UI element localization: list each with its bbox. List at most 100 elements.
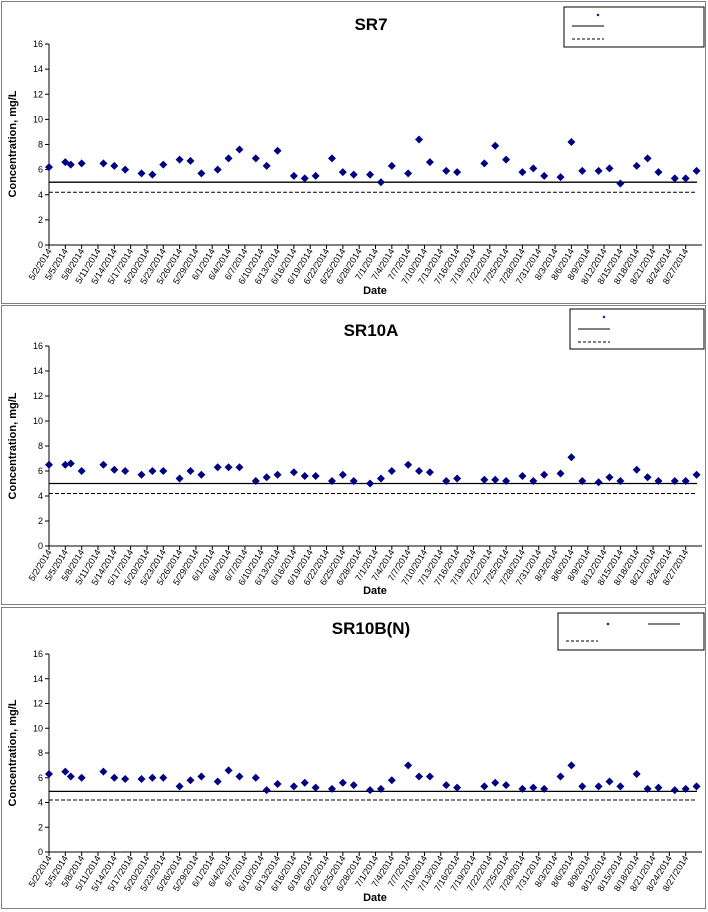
data-point [616,179,625,188]
data-point [404,169,413,178]
data-point [235,463,244,472]
data-point [643,154,652,163]
data-point [66,772,75,781]
chart-title: SR10B(N) [332,619,410,638]
data-point [366,479,375,488]
data-point [529,164,538,173]
x-axis-label: Date [363,585,387,597]
y-tick-label: 2 [38,516,43,526]
legend-marker [602,315,606,319]
data-point [578,782,587,791]
y-tick-label: 12 [33,699,43,709]
data-point [213,463,222,472]
data-point [338,778,347,787]
y-tick-label: 12 [33,391,43,401]
data-point [262,786,271,795]
data-point [99,460,108,469]
y-tick-label: 14 [33,366,43,376]
data-point [300,472,309,480]
data-point [121,467,130,475]
data-point [224,154,233,163]
data-point [480,475,489,484]
data-point [404,460,413,469]
data-point [349,781,358,790]
data-point [578,166,587,175]
data-point [159,467,168,475]
x-axis-label: Date [363,892,387,904]
y-tick-label: 12 [33,89,43,99]
data-point [66,459,75,468]
data-point [300,174,309,183]
data-point [273,470,282,479]
data-point [425,468,434,477]
data-point [376,784,385,793]
y-tick-label: 14 [33,674,43,684]
data-point [567,137,576,146]
data-point [654,477,663,485]
data-point [262,161,271,170]
data-point [387,776,396,785]
y-tick-label: 6 [38,466,43,476]
data-point [121,165,130,174]
data-point [186,156,195,165]
data-point [453,783,462,792]
y-tick-label: 16 [33,649,43,659]
data-point [77,773,86,782]
data-point [148,467,157,475]
data-point [681,477,690,485]
data-point [491,778,500,787]
y-axis-label: Concentration, mg/L [7,699,19,806]
data-point [366,170,375,179]
data-point [45,163,53,172]
data-point [77,467,86,475]
data-point [518,472,527,480]
y-tick-label: 0 [38,240,43,250]
data-point [594,166,603,175]
legend [563,6,705,48]
y-tick-label: 4 [38,491,43,501]
data-point [442,477,451,485]
data-point [594,478,603,487]
data-point [404,761,413,770]
data-point [632,465,641,474]
data-point [110,773,119,782]
data-point [616,782,625,791]
data-point [327,154,336,163]
data-point [273,779,282,788]
y-tick-label: 6 [38,773,43,783]
data-point [262,473,271,482]
data-point [415,467,424,475]
y-tick-label: 6 [38,165,43,175]
data-point [540,171,549,180]
data-point [415,135,424,144]
data-point [643,784,652,793]
data-point [137,774,146,783]
data-point [556,173,565,182]
data-point [502,781,511,790]
data-point [349,477,358,485]
data-point [605,164,614,173]
data-point [66,160,75,169]
data-point [213,165,222,174]
data-point [567,453,576,462]
data-point [605,777,614,786]
data-point [692,782,701,791]
chart-svg: SR10B(N)02468101214165/2/20145/5/20145/8… [7,612,705,904]
data-point [502,155,511,164]
data-point [480,782,489,791]
data-point [376,178,385,187]
data-point [137,169,146,178]
y-tick-label: 4 [38,190,43,200]
data-point [45,460,53,469]
legend-marker [606,622,610,626]
legend [557,612,705,651]
data-point [567,761,576,770]
data-point [186,776,195,785]
data-point [99,159,108,168]
data-point [61,460,70,469]
data-point [159,773,168,782]
data-point [213,777,222,786]
data-point [491,141,500,150]
data-point [453,474,462,483]
data-point [45,770,53,779]
